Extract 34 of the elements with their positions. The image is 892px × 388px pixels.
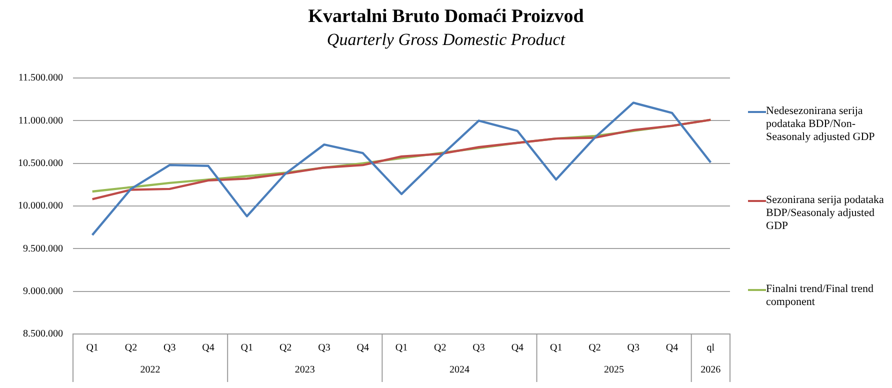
x-tick-label: Q2: [279, 342, 292, 354]
x-tick-label: Q3: [627, 342, 640, 354]
x-tick-label: Q2: [124, 342, 138, 354]
x-tick-label: Q1: [240, 342, 254, 354]
x-tick-label: Q1: [86, 342, 98, 354]
x-tick-label: Q4: [511, 342, 524, 354]
chart-title: Kvartalni Bruto Domaći Proizvod: [307, 6, 585, 28]
y-tick-label: 10.500.000: [18, 158, 63, 169]
x-tick-label: Q3: [472, 342, 485, 354]
chart-subtitle: Quarterly Gross Domestic Product: [326, 30, 566, 50]
text: 2022: [140, 364, 160, 376]
y-tick-label: 11.500.000: [18, 72, 63, 84]
legend-label: Sezonirana serija podataka BDP/Seasonaly adjusted GDP: [766, 194, 885, 233]
y-tick-label: 8.500.000: [23, 328, 63, 340]
y-tick-label: 10.000.000: [18, 200, 63, 212]
y-tick-label: 11.000.000: [18, 115, 63, 126]
legend-label: Finalni trend/Final trend component: [766, 283, 875, 309]
x-tick-label: Q1: [395, 342, 408, 354]
x-tick-label: Q2: [588, 342, 601, 354]
x-tick-label: Q4: [356, 342, 369, 354]
y-tick-label: 9.000.000: [23, 286, 63, 297]
legend-label: Nedesezonirana serija podataka BDP/Non-Seasonaly adjusted GDP: [766, 105, 876, 144]
x-tick-label: Q4: [666, 342, 678, 354]
x-tick-label: Q1: [550, 342, 562, 354]
y-tick-label: 9.500.000: [23, 243, 63, 254]
x-tick-label: Q4: [202, 342, 214, 354]
text: 2025: [604, 364, 624, 376]
text: 2024: [449, 364, 470, 376]
x-tick-label: Q2: [434, 342, 446, 354]
text: 2026: [700, 364, 721, 376]
text: 2023: [294, 364, 315, 376]
x-tick-label: ql: [706, 342, 715, 354]
x-tick-label: Q3: [318, 342, 330, 354]
x-tick-label: Q3: [164, 342, 176, 354]
